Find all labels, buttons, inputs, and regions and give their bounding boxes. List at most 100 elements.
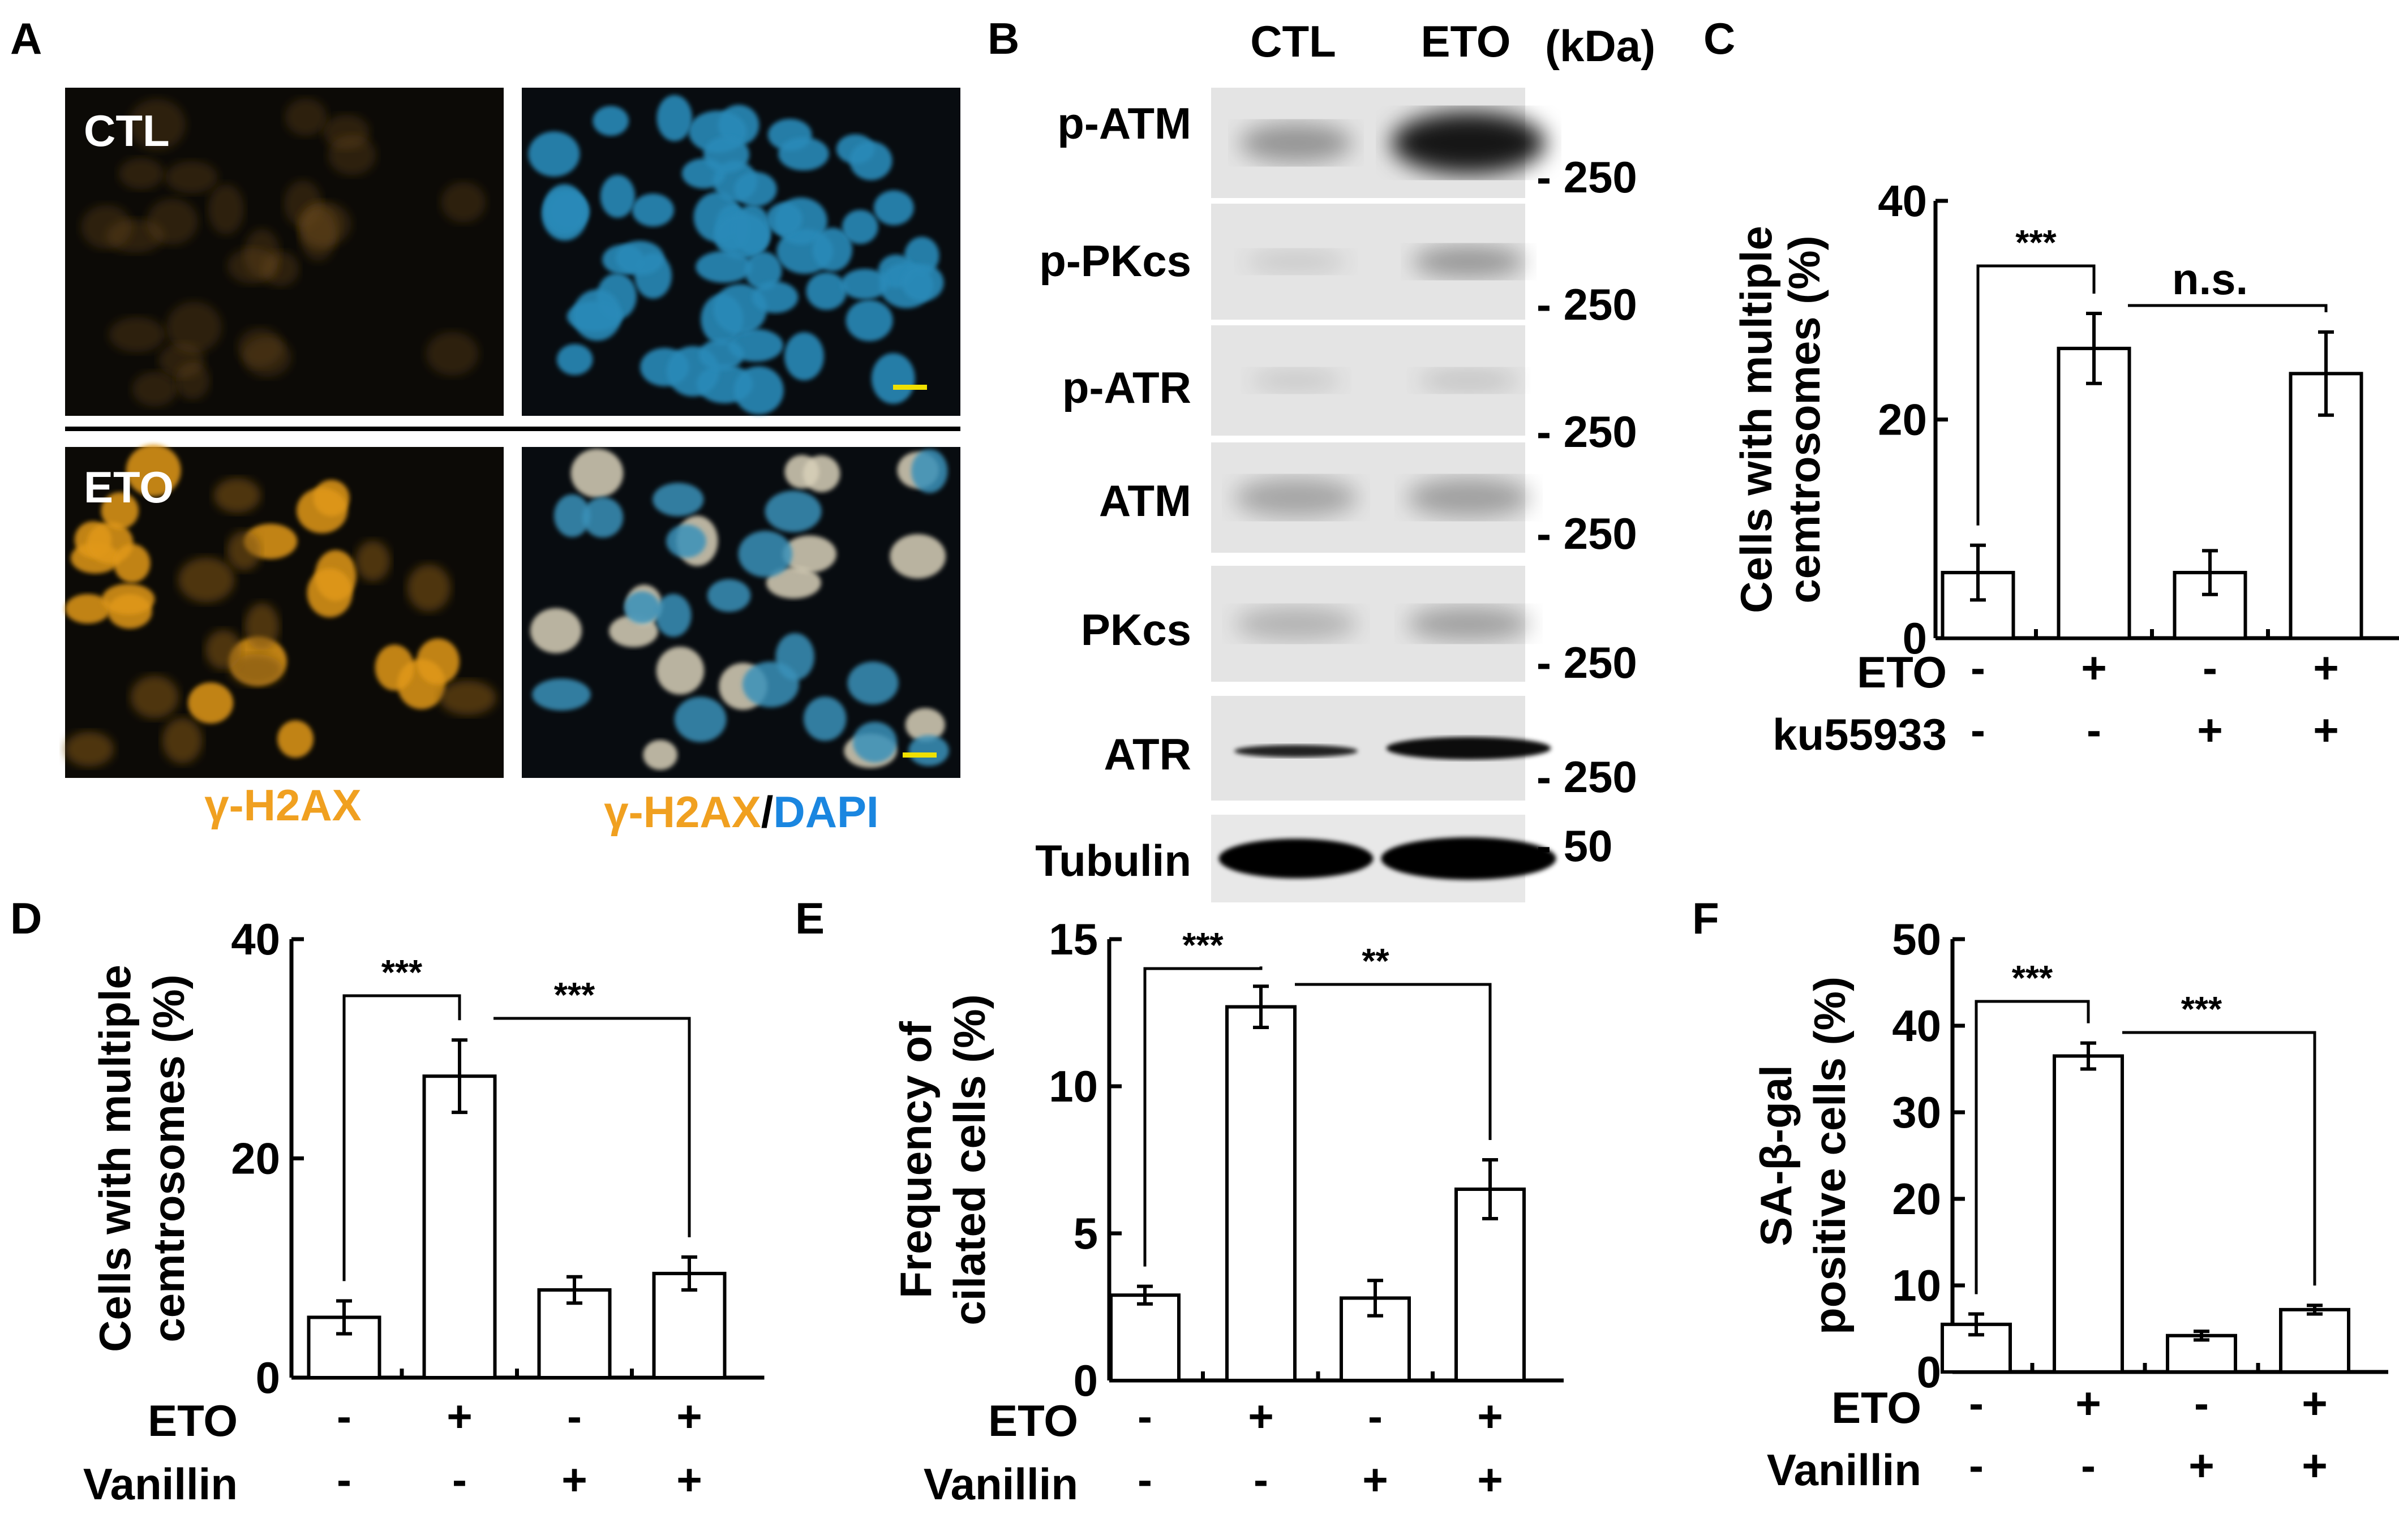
y-tick-label: 20 [231,1134,280,1184]
condition-sign: - [2203,643,2217,692]
panel-label-c: C [1703,14,1735,63]
nucleus [102,583,155,615]
unit-kda: (kDa) [1545,21,1655,71]
nucleus [871,353,915,404]
significance-label: *** [1182,926,1224,965]
bar-2 [422,1074,497,1379]
condition-sign: - [2081,1440,2096,1490]
band-ctl [1250,369,1342,392]
bar-2 [1225,1005,1297,1382]
significance-label: ** [1362,942,1389,981]
blot-p-pkcs: p-PKcs - 250 [1039,204,1637,329]
blot-name: p-ATR [1062,363,1191,412]
nucleus [738,531,793,578]
condition-sign: + [2302,1440,2328,1490]
band-ctl [1234,478,1358,518]
blot-tubulin: Tubulin - 50 [1035,815,1612,902]
row-label-eto: ETO [84,462,174,512]
nucleus [355,540,390,582]
nucleus [656,647,705,695]
panel-label-f: F [1692,893,1719,943]
y-axis-label-line1: Cells with multiple [1731,226,1781,613]
blot-p-atr: p-ATR - 250 [1062,325,1637,457]
caption-merge-dapi: DAPI [773,787,878,837]
nucleus [530,608,582,653]
significance-label: *** [381,953,423,992]
significance-bracket [1143,966,1263,1267]
nucleus [130,676,179,719]
condition-label: ku55933 [1773,709,1947,759]
y-tick-label: 30 [1892,1087,1941,1137]
condition-sign: - [1969,1378,1984,1428]
nucleus [766,203,802,235]
y-axis-label-line1: SA-β-gal [1751,1065,1801,1246]
condition-sign: + [2197,705,2223,755]
condition-sign: + [2075,1378,2101,1428]
y-axis-label-line1: Frequency of [891,1021,941,1298]
nucleus [911,449,948,493]
y-tick-label: 0 [1074,1356,1098,1405]
panel-a-micrographs: CTL ETO γ-H2AX γ-H2AX/DAPI [64,88,960,837]
nucleus [570,449,624,498]
nucleus [553,494,591,537]
nucleus [632,193,674,227]
condition-sign: + [2313,643,2339,692]
condition-sign: + [676,1455,702,1504]
condition-sign: - [337,1391,351,1441]
condition-sign: - [1971,705,1985,755]
bar-4 [2289,372,2363,640]
blot-atm: ATM - 250 [1099,442,1637,558]
blot-name: ATM [1099,476,1191,526]
nucleus [227,531,261,571]
band-ctl [1244,250,1347,273]
nucleus [744,251,782,290]
nucleus [908,735,949,766]
nucleus [300,209,337,261]
nucleus [714,213,770,259]
y-tick-label: 10 [1892,1261,1941,1310]
caption-gamma-h2ax: γ-H2AX [204,780,361,830]
nucleus [696,251,752,283]
y-tick-label: 0 [1917,1347,1941,1397]
y-tick-label: 15 [1049,914,1098,964]
nucleus [803,696,847,741]
nucleus [703,136,750,173]
band-ctl [1234,745,1358,758]
panel-label-b: B [988,14,1019,63]
significance-label: *** [2181,990,2222,1029]
band-eto [1412,246,1525,277]
blot-marker: - 250 [1537,279,1637,329]
blot-marker: - 250 [1537,152,1637,202]
caption-merge-gamma-h2ax: γ-H2AX [604,787,761,837]
nucleus [643,739,677,770]
nucleus [528,131,580,177]
condition-sign: - [452,1455,467,1504]
nucleus [873,190,914,226]
nucleus [426,332,479,376]
blot-name: PKcs [1081,605,1191,655]
condition-label: Vanillin [83,1459,238,1509]
blot-name: Tubulin [1035,836,1191,885]
scale-bar-eto [903,752,937,758]
significance-label: *** [2015,223,2057,263]
nucleus [162,717,203,764]
nucleus [101,492,139,530]
condition-sign: + [561,1455,587,1504]
chart-panel-f: 0 10 20 30 40 50 SA-β-gal positive cells (%) ***… [1751,914,2388,1495]
lane-label-ctl: CTL [1250,16,1336,66]
condition-sign: + [447,1391,473,1441]
blot-p-atm: p-ATM - 250 [1057,88,1637,202]
nucleus [766,567,821,599]
nucleus [582,497,624,538]
bar-2 [2057,346,2131,640]
micrograph-eto-merge [522,447,960,778]
condition-sign: - [2194,1378,2209,1428]
significance-bracket [1976,264,2096,526]
y-tick-label: 50 [1892,914,1941,964]
bar-3 [2166,1333,2237,1374]
condition-sign: + [2081,643,2107,692]
nucleus [227,248,278,284]
nucleus [65,593,111,624]
